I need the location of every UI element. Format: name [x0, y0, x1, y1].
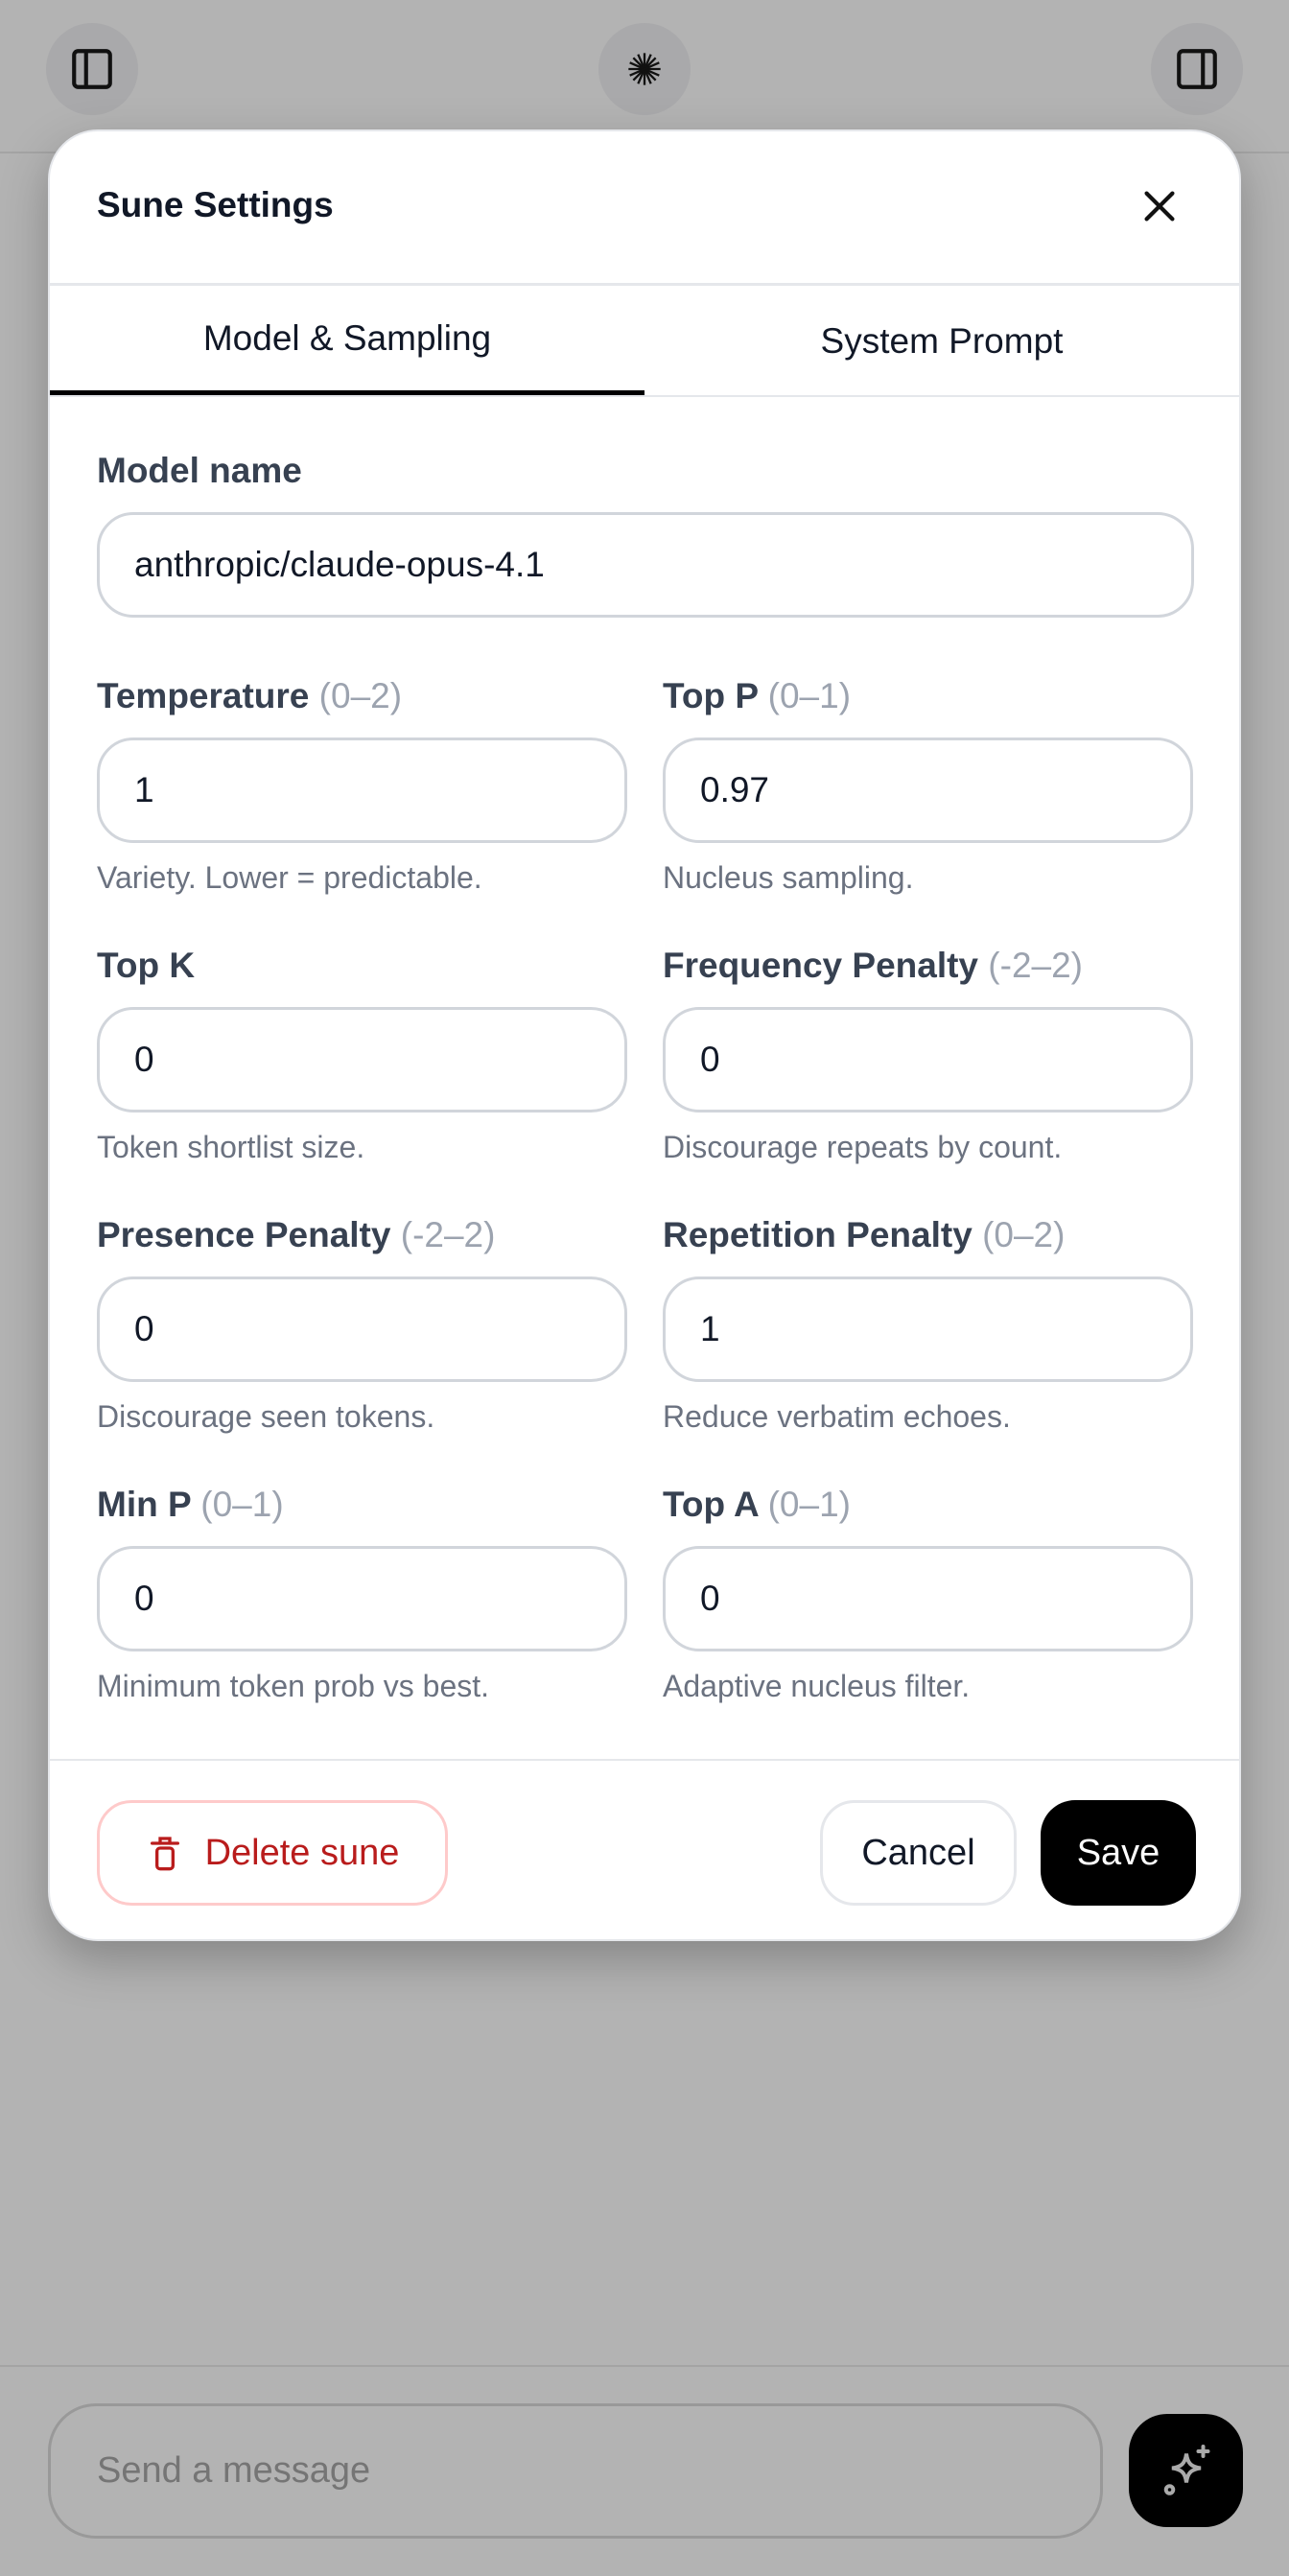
presence-penalty-input[interactable]: 0 — [97, 1276, 627, 1382]
title-divider — [50, 283, 1239, 286]
sparkles-icon — [1163, 2445, 1209, 2495]
presence-penalty-range: (-2–2) — [400, 1215, 496, 1254]
frequency-penalty-label-text: Frequency Penalty — [663, 946, 979, 985]
top-p-help: Nucleus sampling. — [663, 860, 914, 895]
presence-penalty-label: Presence Penalty (-2–2) — [97, 1215, 495, 1255]
repetition-penalty-input[interactable]: 1 — [663, 1276, 1193, 1382]
min-p-range: (0–1) — [200, 1485, 284, 1524]
top-p-range: (0–1) — [767, 676, 852, 715]
top-a-range: (0–1) — [767, 1485, 851, 1524]
footer-divider — [50, 1759, 1239, 1761]
sidebar-left-icon — [72, 49, 112, 89]
sune-settings-modal: Sune Settings Model & Sampling System Pr… — [48, 129, 1241, 1941]
frequency-penalty-input[interactable]: 0 — [663, 1007, 1193, 1112]
top-a-label: Top A (0–1) — [663, 1485, 851, 1525]
temperature-range: (0–2) — [318, 676, 403, 715]
frequency-penalty-label: Frequency Penalty (-2–2) — [663, 946, 1083, 986]
temperature-help: Variety. Lower = predictable. — [97, 860, 482, 895]
presence-penalty-value: 0 — [134, 1309, 154, 1348]
toggle-left-sidebar-button[interactable] — [46, 23, 138, 115]
min-p-value: 0 — [134, 1579, 154, 1618]
repetition-penalty-label: Repetition Penalty (0–2) — [663, 1215, 1065, 1255]
sune-button[interactable] — [598, 23, 691, 115]
presence-penalty-label-text: Presence Penalty — [97, 1215, 391, 1254]
repetition-penalty-value: 1 — [700, 1309, 720, 1348]
cancel-button[interactable]: Cancel — [820, 1800, 1017, 1906]
repetition-penalty-help: Reduce verbatim echoes. — [663, 1399, 1011, 1434]
top-k-label-text: Top K — [97, 946, 196, 985]
min-p-help: Minimum token prob vs best. — [97, 1669, 490, 1703]
send-button[interactable] — [1129, 2414, 1243, 2527]
top-k-help: Token shortlist size. — [97, 1130, 365, 1164]
model-name-input[interactable] — [97, 512, 1194, 618]
sune-burst-icon — [628, 53, 661, 85]
top-a-value: 0 — [700, 1579, 720, 1618]
close-icon[interactable] — [1137, 184, 1182, 228]
top-a-label-text: Top A — [663, 1485, 759, 1524]
top-k-value: 0 — [134, 1040, 154, 1079]
temperature-value: 1 — [134, 770, 154, 809]
top-p-value: 0.97 — [700, 770, 770, 809]
tab-system-prompt[interactable]: System Prompt — [820, 320, 1064, 361]
top-a-input[interactable]: 0 — [663, 1546, 1193, 1651]
message-input[interactable] — [48, 2403, 1103, 2539]
top-k-input[interactable]: 0 — [97, 1007, 627, 1112]
tabs-divider — [50, 395, 1239, 397]
repetition-penalty-range: (0–2) — [982, 1215, 1066, 1254]
presence-penalty-help: Discourage seen tokens. — [97, 1399, 435, 1434]
min-p-label: Min P (0–1) — [97, 1485, 284, 1525]
repetition-penalty-label-text: Repetition Penalty — [663, 1215, 973, 1254]
temperature-label-text: Temperature — [97, 676, 310, 715]
model-name-label: Model name — [97, 451, 302, 490]
top-k-label: Top K — [97, 946, 195, 986]
frequency-penalty-help: Discourage repeats by count. — [663, 1130, 1063, 1164]
min-p-label-text: Min P — [97, 1485, 191, 1524]
save-button[interactable]: Save — [1041, 1800, 1196, 1906]
composer-divider — [0, 2365, 1289, 2367]
top-p-label-text: Top P — [663, 676, 759, 715]
top-a-help: Adaptive nucleus filter. — [663, 1669, 971, 1703]
sidebar-right-icon — [1177, 49, 1217, 89]
frequency-penalty-value: 0 — [700, 1040, 720, 1079]
min-p-input[interactable]: 0 — [97, 1546, 627, 1651]
top-p-label: Top P (0–1) — [663, 676, 851, 716]
delete-label: Delete sune — [204, 1832, 400, 1873]
delete-sune-button[interactable]: Delete sune — [97, 1800, 448, 1906]
frequency-penalty-range: (-2–2) — [988, 946, 1083, 985]
temperature-label: Temperature (0–2) — [97, 676, 402, 716]
toggle-right-sidebar-button[interactable] — [1151, 23, 1243, 115]
trash-icon — [150, 1837, 179, 1871]
modal-title: Sune Settings — [97, 185, 334, 224]
temperature-input[interactable]: 1 — [97, 738, 627, 843]
top-p-input[interactable]: 0.97 — [663, 738, 1193, 843]
tab-model-sampling[interactable]: Model & Sampling — [50, 286, 644, 396]
